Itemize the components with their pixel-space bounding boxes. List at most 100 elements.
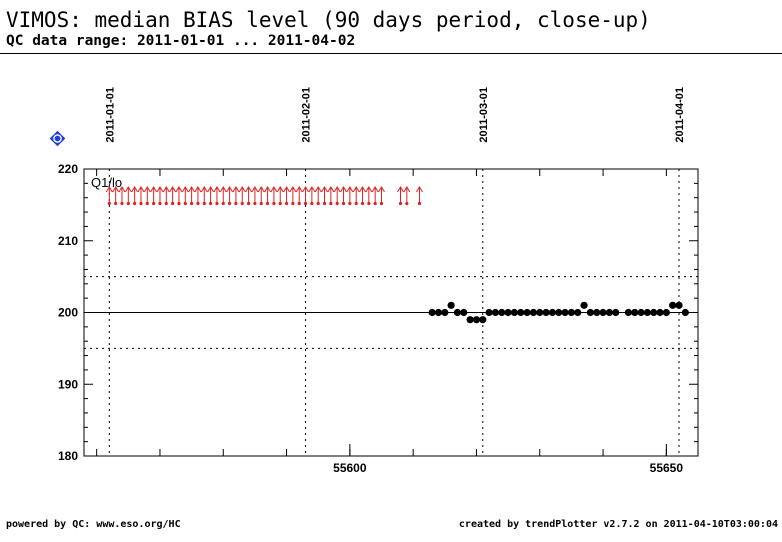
help-icon-diamond[interactable] [49, 130, 66, 147]
out-of-range-dot [272, 201, 276, 206]
out-of-range-arrow [245, 186, 253, 206]
help-icon[interactable] [49, 130, 66, 147]
out-of-range-dot [297, 201, 301, 206]
out-of-range-arrow [150, 186, 158, 206]
out-of-range-dot [259, 201, 263, 206]
out-of-range-arrow [264, 186, 271, 206]
out-of-range-arrow [346, 186, 354, 206]
out-of-range-arrow [194, 186, 202, 206]
out-of-range-dot [329, 201, 333, 206]
out-of-range-arrow-head [302, 186, 309, 193]
out-of-range-arrow-head [257, 186, 265, 193]
out-of-range-dot [152, 201, 156, 206]
out-of-range-arrow-head [308, 186, 316, 193]
out-of-range-arrow [327, 186, 335, 206]
out-of-range-arrow [314, 186, 322, 206]
data-point [599, 308, 607, 317]
out-of-range-arrow [156, 186, 164, 206]
out-of-range-arrow-head [131, 186, 139, 193]
out-of-range-dot [177, 201, 181, 206]
y-tick-label: 190 [58, 377, 78, 391]
out-of-range-arrow-head [188, 186, 196, 193]
data-point [460, 308, 468, 317]
out-of-range-arrow-head [327, 186, 335, 193]
out-of-range-arrow [333, 186, 341, 206]
out-of-range-dot [234, 201, 238, 206]
data-point [555, 308, 563, 317]
x-tick-label: 55650 [650, 461, 684, 475]
date-marker-label: 2011-01-01 [104, 87, 116, 143]
y-tick-label: 220 [58, 162, 78, 176]
y-tick-label: 180 [58, 449, 78, 463]
out-of-range-arrow [207, 186, 215, 206]
out-of-range-arrow [295, 186, 303, 206]
out-of-range-arrow-head [105, 186, 113, 193]
out-of-range-arrow-head [333, 186, 341, 193]
out-of-range-dot [348, 201, 352, 206]
out-of-range-dot [335, 201, 339, 206]
out-of-range-dot [341, 201, 346, 206]
out-of-range-arrow-head [150, 186, 158, 193]
out-of-range-dot [126, 201, 130, 206]
out-of-range-arrow [397, 186, 404, 206]
data-point [637, 308, 645, 317]
out-of-range-arrow-head [118, 186, 126, 193]
out-of-range-arrow-head [200, 186, 208, 193]
out-of-range-arrow [188, 186, 196, 206]
out-of-range-dot [190, 201, 194, 206]
out-of-range-arrow [378, 186, 385, 206]
out-of-range-dot [367, 201, 371, 206]
data-point [517, 308, 525, 317]
out-of-range-arrow-head [378, 186, 385, 193]
out-of-range-arrow [175, 186, 183, 206]
out-of-range-arrow [118, 186, 126, 206]
data-point [491, 308, 500, 317]
out-of-range-dot [278, 201, 282, 206]
out-of-range-arrow [226, 186, 234, 206]
out-of-range-arrow [238, 186, 246, 206]
out-of-range-arrow-head [232, 186, 240, 193]
out-of-range-dot [291, 201, 295, 206]
header-divider [0, 53, 782, 54]
out-of-range-arrow-head [270, 186, 278, 193]
out-of-range-arrow-head [314, 186, 322, 193]
out-of-range-arrow [276, 186, 284, 206]
out-of-range-arrow-head [137, 186, 145, 193]
out-of-range-dot [373, 201, 377, 206]
out-of-range-arrow-head [238, 186, 246, 193]
x-tick-label: 55600 [333, 461, 367, 475]
data-point [498, 308, 506, 317]
out-of-range-arrow [289, 186, 297, 206]
data-point [631, 308, 639, 317]
data-point [529, 308, 538, 317]
data-point [574, 308, 582, 317]
data-point [428, 308, 436, 317]
out-of-range-dot [360, 201, 365, 206]
out-of-range-dot [417, 201, 422, 206]
out-of-range-arrow-head [181, 186, 189, 193]
data-point [561, 308, 569, 317]
data-point [580, 301, 588, 309]
data-point [504, 308, 512, 317]
out-of-range-dot [202, 201, 206, 206]
out-of-range-arrow [169, 186, 177, 206]
data-point [536, 308, 544, 317]
out-of-range-arrow-head [162, 186, 170, 193]
out-of-range-dot [265, 201, 270, 206]
out-of-range-dot [379, 201, 384, 206]
data-point [510, 308, 519, 317]
help-icon-mark [53, 134, 62, 143]
out-of-range-dot [284, 201, 289, 206]
y-tick-label: 210 [58, 234, 78, 248]
footer-created-by: created by trendPlotter v2.7.2 on 2011-0… [458, 519, 778, 530]
out-of-range-dot [196, 201, 200, 206]
out-of-range-arrow-head [346, 186, 354, 193]
out-of-range-dot [246, 201, 251, 206]
data-point [542, 308, 550, 317]
data-point [567, 308, 576, 317]
out-of-range-dot [405, 201, 409, 206]
out-of-range-arrow-head [207, 186, 215, 193]
out-of-range-arrow-head [283, 186, 290, 193]
footer-powered-by: powered by QC: www.eso.org/HC [6, 519, 181, 530]
out-of-range-arrow [308, 186, 316, 206]
